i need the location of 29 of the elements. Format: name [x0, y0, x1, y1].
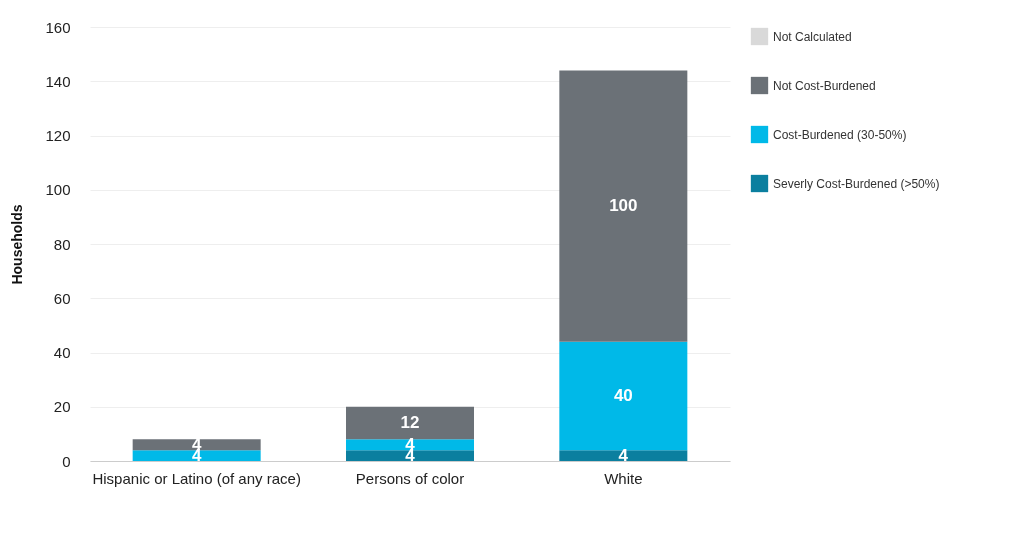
legend-label: Not Cost-Burdened [773, 78, 876, 93]
x-tick-label: Hispanic or Latino (of any race) [92, 469, 301, 487]
x-tick-label: Persons of color [355, 469, 465, 487]
y-tick-label: 140 [45, 72, 71, 90]
y-tick-label: 120 [45, 127, 71, 144]
bar [132, 450, 261, 461]
legend-label: Severly Cost-Burdened (>50%) [773, 176, 940, 191]
bar [132, 439, 261, 451]
legend-label: Not Calculated [773, 29, 852, 44]
data-label: 12 [400, 413, 420, 433]
y-tick-label: 160 [45, 18, 71, 36]
y-tick-label: 40 [53, 344, 71, 361]
bar [559, 70, 688, 342]
legend-label: Cost-Burdened (30-50%) [773, 127, 907, 142]
bar [346, 450, 474, 461]
y-tick-label: 20 [53, 398, 71, 416]
data-label: 4 [618, 445, 629, 465]
y-tick-label: 100 [45, 181, 71, 199]
y-tick-label: 60 [53, 289, 71, 307]
data-label: 40 [613, 385, 633, 405]
y-tick-label: 0 [62, 452, 71, 470]
y-tick-label: 80 [53, 235, 71, 253]
data-label: 100 [609, 196, 638, 216]
y-axis-title: Households [9, 204, 26, 285]
bar [346, 439, 474, 451]
x-tick-label: White [604, 469, 643, 487]
bar [346, 406, 474, 440]
bar [559, 341, 688, 451]
bar [559, 450, 688, 461]
